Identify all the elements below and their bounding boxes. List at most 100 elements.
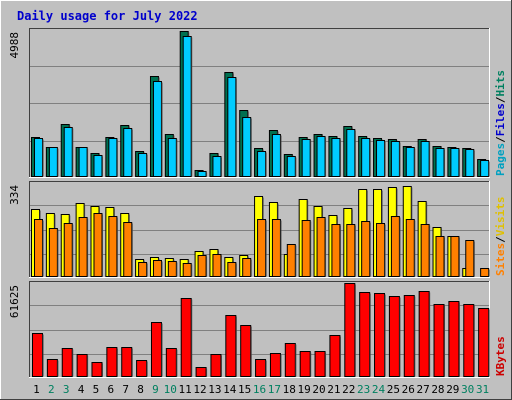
day-label-30: 30 (461, 383, 474, 396)
bar-sites-visits-sites-20 (316, 217, 326, 277)
bar-sites-visits-sites-8 (138, 262, 148, 277)
day-label-9: 9 (152, 383, 159, 396)
bar-sites-visits-sites-10 (167, 261, 177, 277)
bar-sites-visits-sites-15 (242, 258, 252, 277)
legend-kbytes: KBytes (494, 336, 507, 376)
bar-kbytes-kbytes-23 (359, 292, 371, 377)
bar-kbytes-kbytes-14 (225, 315, 237, 377)
bar-kbytes-kbytes-29 (448, 301, 460, 377)
bar-sites-visits-sites-18 (286, 244, 296, 277)
bar-pages-files-hits-files-26 (405, 147, 415, 177)
bar-kbytes-kbytes-19 (299, 351, 311, 377)
bar-pages-files-hits-files-29 (450, 148, 460, 177)
day-label-14: 14 (223, 383, 237, 396)
day-label-21: 21 (327, 383, 340, 396)
day-label-31: 31 (476, 383, 489, 396)
day-label-26: 26 (402, 383, 415, 396)
day-label-16: 16 (253, 383, 266, 396)
bar-kbytes-kbytes-22 (344, 283, 356, 377)
bar-pages-files-hits-files-13 (212, 156, 222, 177)
legend-pages: Pages (494, 143, 507, 176)
day-label-10: 10 (164, 383, 177, 396)
bar-pages-files-hits-files-31 (480, 160, 490, 177)
bar-sites-visits-sites-3 (63, 223, 73, 277)
day-label-22: 22 (342, 383, 355, 396)
bar-kbytes-kbytes-6 (106, 347, 118, 377)
bar-sites-visits-sites-1 (34, 219, 43, 277)
bar-kbytes-kbytes-5 (91, 362, 103, 377)
bar-sites-visits-sites-12 (197, 255, 207, 277)
day-label-7: 7 (122, 383, 129, 396)
bar-kbytes-kbytes-4 (76, 354, 88, 377)
bar-kbytes-kbytes-20 (314, 351, 326, 377)
y-max-label-pages-files-hits: 4988 (8, 32, 21, 59)
day-label-1: 1 (33, 383, 40, 396)
bar-sites-visits-sites-9 (152, 260, 162, 277)
bar-pages-files-hits-files-25 (390, 141, 400, 177)
chart-title: Daily usage for July 2022 (17, 9, 198, 23)
bar-kbytes-kbytes-18 (284, 343, 296, 377)
bar-kbytes-kbytes-30 (463, 304, 475, 377)
bar-pages-files-hits-files-27 (420, 141, 430, 177)
bar-kbytes-kbytes-10 (165, 348, 177, 377)
bar-pages-files-hits-files-2 (48, 147, 58, 177)
bar-pages-files-hits-files-3 (63, 127, 73, 177)
bar-pages-files-hits-files-20 (316, 136, 326, 177)
legend-visits: Visits (494, 197, 507, 237)
bar-pages-files-hits-files-30 (465, 149, 475, 177)
day-label-2: 2 (48, 383, 55, 396)
bar-pages-files-hits-files-19 (301, 139, 311, 177)
bar-pages-files-hits-files-9 (152, 81, 162, 177)
bar-kbytes-kbytes-7 (121, 347, 133, 377)
bar-pages-files-hits-files-11 (182, 36, 192, 177)
legend-separator: / (494, 96, 507, 103)
bar-sites-visits-sites-23 (361, 221, 371, 277)
bar-pages-files-hits-files-21 (331, 138, 341, 177)
bar-sites-visits-sites-14 (227, 262, 237, 277)
day-label-17: 17 (268, 383, 281, 396)
legend-sites-visits: Sites/Visits (494, 197, 507, 277)
bar-kbytes-kbytes-8 (136, 360, 148, 377)
legend-hits: Hits (494, 70, 507, 97)
bar-pages-files-hits-files-22 (346, 129, 356, 177)
bar-kbytes-kbytes-11 (180, 298, 192, 377)
bar-kbytes-kbytes-15 (240, 325, 252, 377)
bar-sites-visits-sites-21 (331, 224, 341, 277)
day-label-6: 6 (107, 383, 114, 396)
bar-pages-files-hits-files-23 (361, 138, 371, 177)
day-label-13: 13 (208, 383, 221, 396)
day-label-11: 11 (179, 383, 192, 396)
bar-kbytes-kbytes-1 (32, 333, 43, 377)
bar-sites-visits-sites-13 (212, 254, 222, 277)
bar-pages-files-hits-files-6 (108, 138, 118, 177)
bar-pages-files-hits-files-12 (197, 171, 207, 177)
bar-kbytes-kbytes-24 (374, 293, 386, 377)
bar-sites-visits-sites-16 (257, 219, 267, 277)
day-label-8: 8 (137, 383, 144, 396)
bar-kbytes-kbytes-12 (195, 367, 207, 377)
bar-pages-files-hits-files-4 (78, 147, 88, 177)
day-label-28: 28 (431, 383, 444, 396)
bar-pages-files-hits-files-18 (286, 156, 296, 177)
day-label-3: 3 (63, 383, 70, 396)
legend-separator: / (494, 136, 507, 143)
bar-sites-visits-sites-22 (346, 224, 356, 277)
bar-sites-visits-sites-30 (465, 240, 475, 277)
bar-sites-visits-sites-11 (182, 263, 192, 277)
bar-pages-files-hits-files-5 (93, 155, 103, 177)
plot-area: 4988Pages/Files/Hits334Sites/Visits61625… (8, 28, 507, 396)
bar-kbytes-kbytes-3 (61, 348, 73, 377)
bar-kbytes-kbytes-16 (255, 359, 267, 377)
bar-pages-files-hits-files-10 (167, 138, 177, 177)
bar-kbytes-kbytes-9 (150, 322, 162, 377)
bar-sites-visits-sites-31 (480, 268, 490, 277)
bar-sites-visits-sites-6 (108, 216, 118, 277)
bar-pages-files-hits-files-24 (376, 140, 386, 177)
legend-pages-files-hits: Pages/Files/Hits (494, 70, 507, 176)
day-label-27: 27 (416, 383, 429, 396)
bar-sites-visits-sites-2 (48, 228, 58, 277)
bar-sites-visits-sites-26 (405, 219, 415, 277)
bar-kbytes-kbytes-26 (403, 295, 415, 377)
bar-kbytes-kbytes-2 (46, 359, 58, 377)
